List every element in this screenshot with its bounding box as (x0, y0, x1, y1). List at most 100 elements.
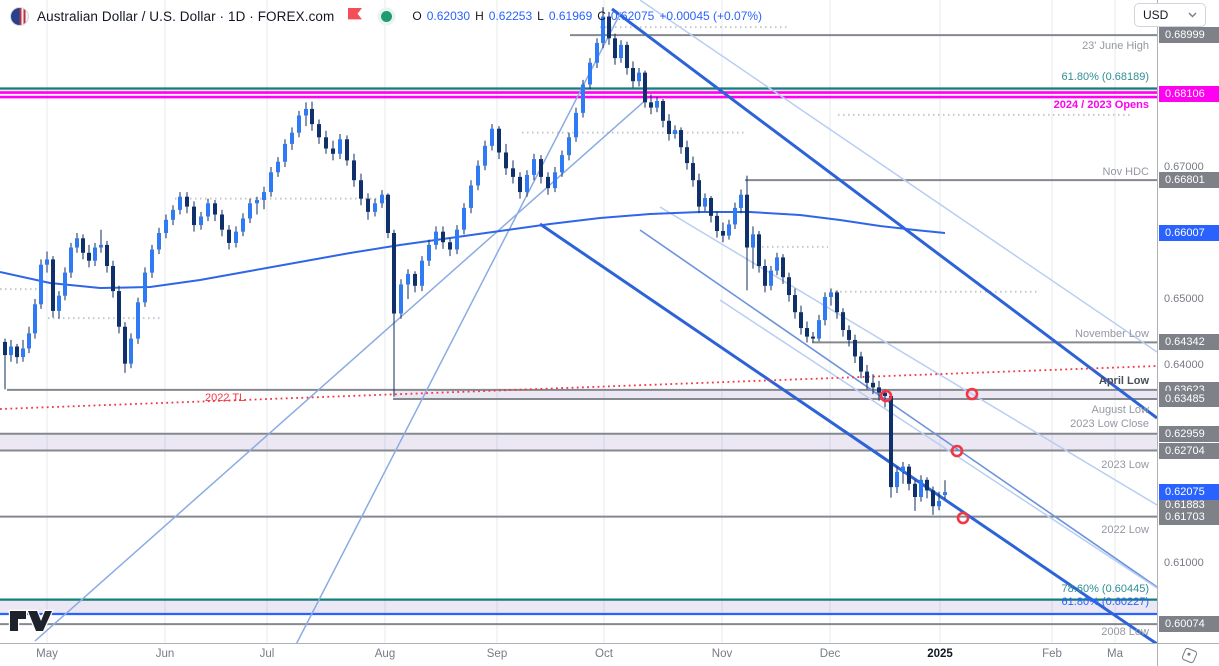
candle-down (539, 159, 543, 177)
chevron-down-icon (1188, 12, 1197, 18)
level-annotation: 2023 Low Close (1070, 418, 1149, 430)
high-label: H (475, 9, 484, 23)
candle-up (567, 137, 571, 156)
horizontal-levels (0, 34, 1157, 626)
candle-up (157, 233, 161, 250)
chart-title[interactable]: Australian Dollar / U.S. Dollar · 1D · F… (37, 8, 335, 24)
currency-selector[interactable]: USD (1134, 3, 1206, 27)
candle-up (283, 143, 287, 162)
candle-up (943, 492, 947, 496)
candle-up (276, 161, 280, 173)
candle-up (45, 259, 49, 265)
time-axis[interactable]: May Jun Jul Aug Sep Oct Nov Dec 2025 Feb Ma (0, 643, 1157, 666)
aud-usd-flag-icon (10, 6, 29, 26)
candle-up (234, 231, 238, 243)
price-axis-label: 0.68999 (1159, 27, 1219, 44)
candle-down (117, 291, 121, 327)
candle-down (799, 312, 803, 329)
axis-settings-corner[interactable] (1157, 643, 1219, 666)
time-axis-label: May (36, 648, 58, 660)
2022-tl-dotted-trendline (0, 365, 1157, 410)
candle-down (913, 483, 917, 497)
candle-down (643, 72, 647, 103)
candle-down (805, 328, 809, 337)
candle-up (751, 234, 755, 248)
time-axis-label: Aug (374, 648, 396, 660)
candle-up (560, 155, 564, 173)
level-annotation: Nov HDC (1102, 166, 1149, 178)
price-axis-label: 0.68106 (1159, 86, 1219, 102)
candle-down (213, 203, 217, 215)
red-flag-icon[interactable] (348, 7, 363, 25)
candle-down (227, 229, 231, 243)
candle-up (420, 260, 424, 286)
price-chart-plot[interactable] (0, 0, 1157, 643)
level-annotation: 2022 TL (205, 392, 246, 404)
candle-up (595, 42, 599, 63)
candle-down (811, 336, 815, 339)
candle-down (546, 176, 550, 189)
price-axis-label: 0.60074 (1159, 616, 1219, 633)
candlestick-series (3, 7, 947, 515)
candle-down (721, 231, 725, 236)
candle-up (637, 72, 641, 82)
candle-up (206, 203, 210, 217)
candle-down (448, 242, 452, 250)
candle-up (619, 44, 623, 59)
candle-down (889, 396, 893, 488)
price-axis[interactable]: 0.67000 0.65000 0.64000 0.61000 0.68999 0.668… (1157, 0, 1219, 643)
price-axis-label: 0.62075 (1159, 484, 1219, 501)
candle-up (63, 272, 67, 296)
channel-steel-trendline (639, 229, 1157, 588)
candle-up (588, 62, 592, 85)
candle-up (304, 108, 308, 116)
candle-up (553, 172, 557, 189)
candle-up (427, 244, 431, 261)
red-circle-marker (956, 511, 970, 525)
time-axis-label: Jul (259, 648, 275, 660)
candle-up (27, 333, 31, 349)
candle-down (81, 238, 85, 253)
candle-down (511, 168, 515, 177)
candle-up (406, 273, 410, 285)
currency-selector-value: USD (1143, 8, 1169, 22)
candle-up (39, 264, 43, 305)
level-annotation: 23' June High (1082, 40, 1149, 52)
candle-down (51, 259, 55, 311)
candle-down (324, 137, 328, 149)
candle-up (143, 272, 147, 303)
price-axis-label: 0.62959 (1159, 425, 1219, 442)
red-circle-marker (950, 444, 964, 458)
trendlines (0, 0, 1157, 643)
gear-icon[interactable] (1180, 647, 1198, 664)
candle-down (877, 387, 881, 393)
candle-down (87, 252, 91, 261)
level-annotation: April Low (1098, 375, 1149, 387)
market-status-green-dot-icon[interactable] (381, 10, 393, 22)
level-annotation: November Low (1075, 328, 1149, 340)
candle-up (21, 348, 25, 358)
downtrend-main-thick-trendline (611, 7, 1157, 420)
candle-up (655, 101, 659, 108)
tradingview-logo[interactable] (8, 608, 54, 634)
candle-down (504, 152, 508, 169)
candle-down (859, 356, 863, 372)
uptrend-steep-trendline (295, 11, 622, 643)
candle-up (33, 304, 37, 334)
candle-up (99, 244, 103, 248)
level-annotation: 61.80% (0.68189) (1061, 71, 1149, 83)
candle-down (661, 101, 665, 121)
time-axis-label: Ma (1107, 648, 1123, 660)
candle-down (745, 194, 749, 248)
target-circle-markers (879, 387, 979, 525)
candle-up (150, 249, 154, 273)
candle-down (709, 198, 713, 216)
time-axis-label: 2025 (927, 648, 953, 660)
candle-down (413, 273, 417, 286)
candle-up (490, 128, 494, 146)
candle-down (757, 234, 761, 266)
candle-up (901, 466, 905, 472)
price-band (0, 433, 1157, 451)
candle-down (925, 479, 929, 491)
